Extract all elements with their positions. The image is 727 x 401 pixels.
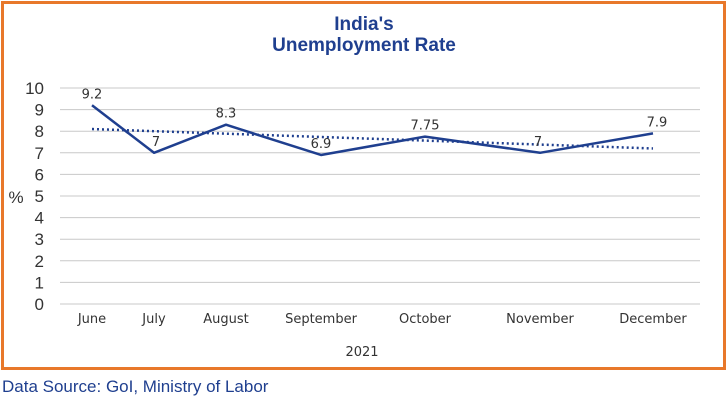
y-tick-label: 3 (35, 230, 44, 249)
x-tick-label: July (141, 312, 166, 327)
data-label: 7.9 (647, 115, 668, 130)
y-tick-label: 7 (35, 144, 44, 163)
y-tick-label: 0 (35, 295, 44, 314)
data-label: 7.75 (411, 119, 440, 134)
x-tick-label: June (77, 312, 106, 327)
data-label: 6.9 (311, 137, 332, 152)
y-axis-label: % (8, 188, 23, 207)
y-tick-label: 8 (35, 122, 44, 141)
chart-title: India's (334, 14, 393, 35)
x-tick-label: August (203, 312, 249, 327)
series-line (91, 104, 654, 157)
data-label: 7 (152, 135, 160, 150)
x-tick-label: December (619, 312, 687, 327)
chart-frame (1, 1, 726, 370)
y-tick-label: 10 (25, 79, 44, 98)
data-label: 8.3 (216, 107, 237, 122)
data-source: Data Source: GoI, Ministry of Labor (2, 377, 269, 396)
x-axis-label: 2021 (345, 345, 378, 360)
trendline (91, 127, 654, 150)
x-tick-label: October (399, 312, 452, 327)
x-tick-label: November (506, 312, 574, 327)
y-tick-label: 5 (35, 187, 44, 206)
data-label: 7 (534, 135, 542, 150)
y-tick-label: 4 (35, 209, 44, 228)
x-tick-label: September (285, 312, 358, 327)
y-tick-label: 2 (35, 252, 44, 271)
chart-subtitle: Unemployment Rate (272, 35, 456, 56)
y-tick-label: 9 (35, 101, 44, 120)
data-label: 9.2 (82, 87, 103, 102)
y-tick-label: 1 (35, 273, 44, 292)
y-tick-label: 6 (35, 165, 44, 184)
